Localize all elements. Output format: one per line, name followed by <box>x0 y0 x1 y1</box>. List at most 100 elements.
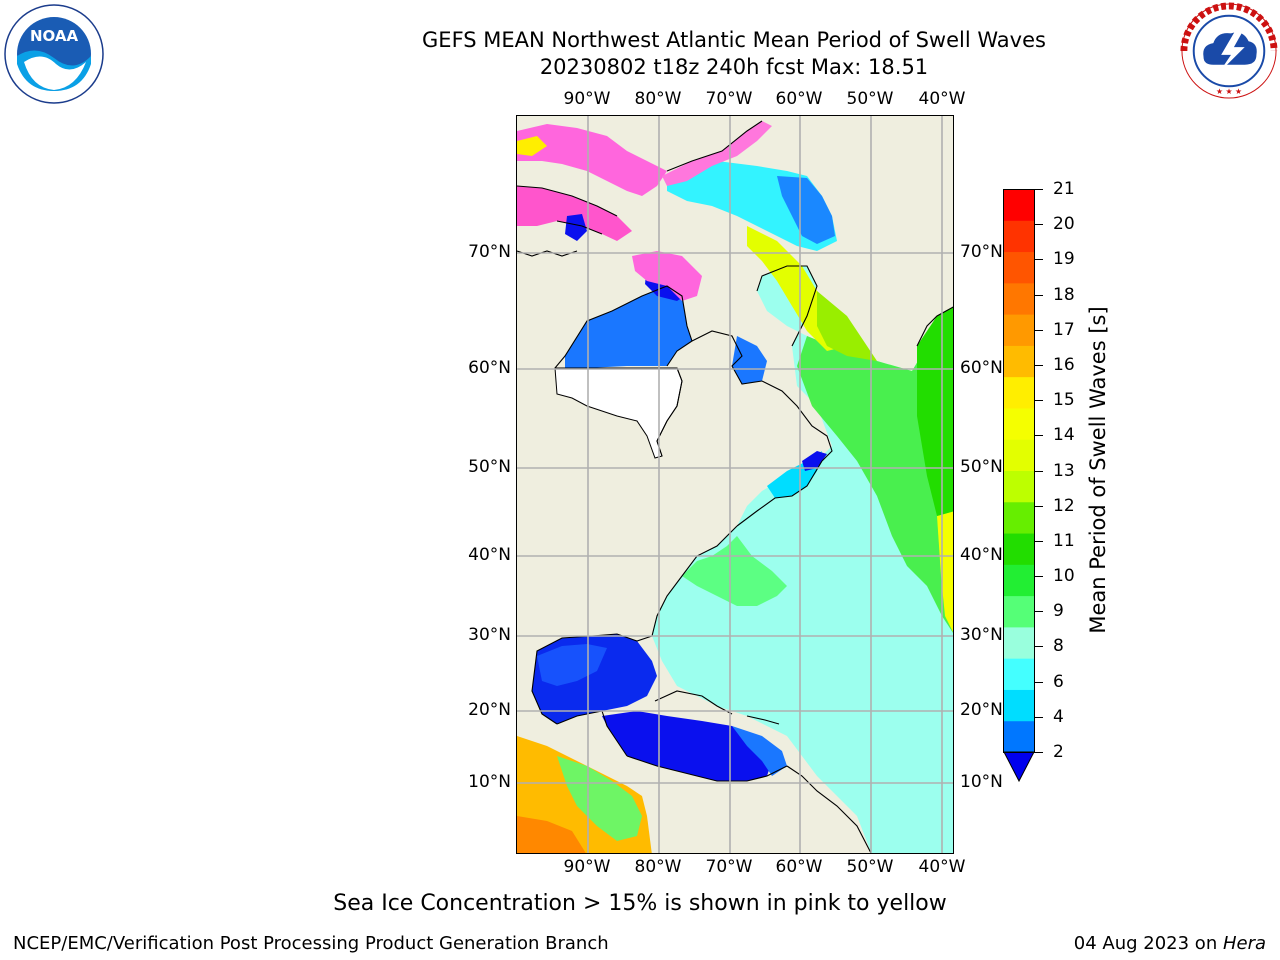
sea-ice-channel <box>662 121 772 186</box>
lon-label-top: 60°W <box>775 89 823 109</box>
national-weather-service-logo: ★ ★ ★ <box>1180 2 1278 99</box>
colorbar-tick-mark <box>1035 540 1043 542</box>
colorbar-tick-label: 8 <box>1053 636 1064 657</box>
colorbar-segment <box>1003 658 1035 691</box>
colorbar-tick-mark <box>1035 400 1043 402</box>
colorbar-tick-label: 16 <box>1053 354 1075 375</box>
colorbar-tick-mark <box>1035 505 1043 507</box>
colorbar-tick-label: 9 <box>1053 601 1064 622</box>
colorbar-segment <box>1003 596 1035 628</box>
lat-label-left: 20°N <box>468 700 511 720</box>
colorbar-tick-label: 4 <box>1053 706 1064 727</box>
swell-band-green-west <box>682 536 787 606</box>
colorbar-segment <box>1003 314 1035 347</box>
colorbar-segment <box>1003 471 1035 503</box>
lat-label-left: 10°N <box>468 772 511 792</box>
lat-label-right: 60°N <box>960 358 1003 378</box>
lat-label-left: 60°N <box>468 358 511 378</box>
sea-ice-yellow <box>517 136 547 156</box>
colorbar-segment <box>1003 721 1035 753</box>
colorbar-tick-mark <box>1035 435 1043 437</box>
colorbar <box>1003 189 1035 783</box>
colorbar-segment <box>1003 408 1035 441</box>
lon-label-bottom: 90°W <box>563 857 611 877</box>
lat-label-right: 40°N <box>960 545 1003 565</box>
sea-ice-arctic-2 <box>517 186 632 241</box>
colorbar-tick-mark <box>1035 364 1043 366</box>
land-south-america-orange <box>517 816 586 853</box>
colorbar-tick-mark <box>1035 294 1043 296</box>
ocean-hudson-strait <box>732 336 767 384</box>
svg-text:★ ★ ★: ★ ★ ★ <box>1216 87 1242 96</box>
colorbar-tick-label: 20 <box>1053 214 1075 235</box>
footer-date-text: 04 Aug 2023 on <box>1073 933 1223 954</box>
lon-label-bottom: 70°W <box>705 857 753 877</box>
colorbar-title: Mean Period of Swell Waves [s] <box>1086 306 1110 634</box>
colorbar-underflow-arrow <box>1003 751 1035 783</box>
lat-label-right: 10°N <box>960 772 1003 792</box>
colorbar-segment <box>1003 189 1035 222</box>
swell-band-lime <box>817 291 877 361</box>
colorbar-segment <box>1003 345 1035 378</box>
colorbar-segment <box>1003 220 1035 253</box>
lat-label-right: 50°N <box>960 457 1003 477</box>
colorbar-tick-label: 17 <box>1053 319 1075 340</box>
lat-label-left: 40°N <box>468 545 511 565</box>
colorbar-segment <box>1003 439 1035 472</box>
colorbar-tick-label: 18 <box>1053 284 1075 305</box>
footer-credit: NCEP/EMC/Verification Post Processing Pr… <box>13 933 609 954</box>
lat-label-right: 30°N <box>960 625 1003 645</box>
colorbar-tick-label: 11 <box>1053 530 1075 551</box>
colorbar-tick-mark <box>1035 752 1043 753</box>
colorbar-tick-label: 21 <box>1053 179 1075 199</box>
colorbar-tick-label: 14 <box>1053 425 1075 446</box>
colorbar-tick-mark <box>1035 189 1043 190</box>
colorbar-tick-mark <box>1035 681 1043 683</box>
ocean-caribbean-east <box>732 726 787 776</box>
ocean-gulf-lighter <box>537 644 607 686</box>
colorbar-tick-label: 13 <box>1053 460 1075 481</box>
caption: Sea Ice Concentration > 15% is shown in … <box>333 891 947 916</box>
sea-ice-arctic <box>517 124 667 196</box>
lat-label-left: 50°N <box>468 457 511 477</box>
colorbar-tick-mark <box>1035 259 1043 261</box>
sea-ice-blue-patch <box>565 214 587 241</box>
lon-label-bottom: 60°W <box>775 857 823 877</box>
colorbar-tick-mark <box>1035 716 1043 718</box>
lon-label-bottom: 80°W <box>634 857 682 877</box>
colorbar-segment <box>1003 689 1035 722</box>
lat-label-left: 30°N <box>468 625 511 645</box>
lat-label-left: 70°N <box>468 242 511 262</box>
map-panel <box>516 115 954 854</box>
chart-title: GEFS MEAN Northwest Atlantic Mean Period… <box>422 28 1046 52</box>
chart-subtitle: 20230802 t18z 240h fcst Max: 18.51 <box>539 55 929 79</box>
colorbar-segment <box>1003 502 1035 535</box>
lon-label-top: 80°W <box>634 89 682 109</box>
colorbar-segment <box>1003 627 1035 660</box>
colorbar-tick-mark <box>1035 470 1043 472</box>
colorbar-tick-label: 19 <box>1053 249 1075 270</box>
swell-band-green <box>797 307 953 633</box>
colorbar-segment <box>1003 252 1035 284</box>
footer-date: 04 Aug 2023 on Hera <box>1074 933 1266 954</box>
lon-label-bottom: 50°W <box>846 857 894 877</box>
colorbar-tick-mark <box>1035 329 1043 331</box>
colorbar-tick-mark <box>1035 224 1043 226</box>
lon-label-top: 90°W <box>563 89 611 109</box>
lon-label-bottom: 40°W <box>918 857 966 877</box>
colorbar-tick-label: 2 <box>1053 742 1064 762</box>
colorbar-tick-mark <box>1035 576 1043 578</box>
ocean-st-lawrence-dark <box>802 451 827 471</box>
sea-ice-foxe <box>632 251 702 301</box>
swell-band-yellow-east <box>937 511 953 632</box>
colorbar-segment <box>1003 377 1035 409</box>
swell-period-map <box>517 116 953 853</box>
colorbar-segment <box>1003 283 1035 316</box>
ocean-baffin-blue <box>777 176 835 244</box>
noaa-logo-text: NOAA <box>30 27 79 45</box>
lat-label-right: 20°N <box>960 700 1003 720</box>
colorbar-tick-label: 12 <box>1053 495 1075 516</box>
lon-label-top: 70°W <box>705 89 753 109</box>
lat-label-right: 70°N <box>960 242 1003 262</box>
lon-label-top: 40°W <box>918 89 966 109</box>
